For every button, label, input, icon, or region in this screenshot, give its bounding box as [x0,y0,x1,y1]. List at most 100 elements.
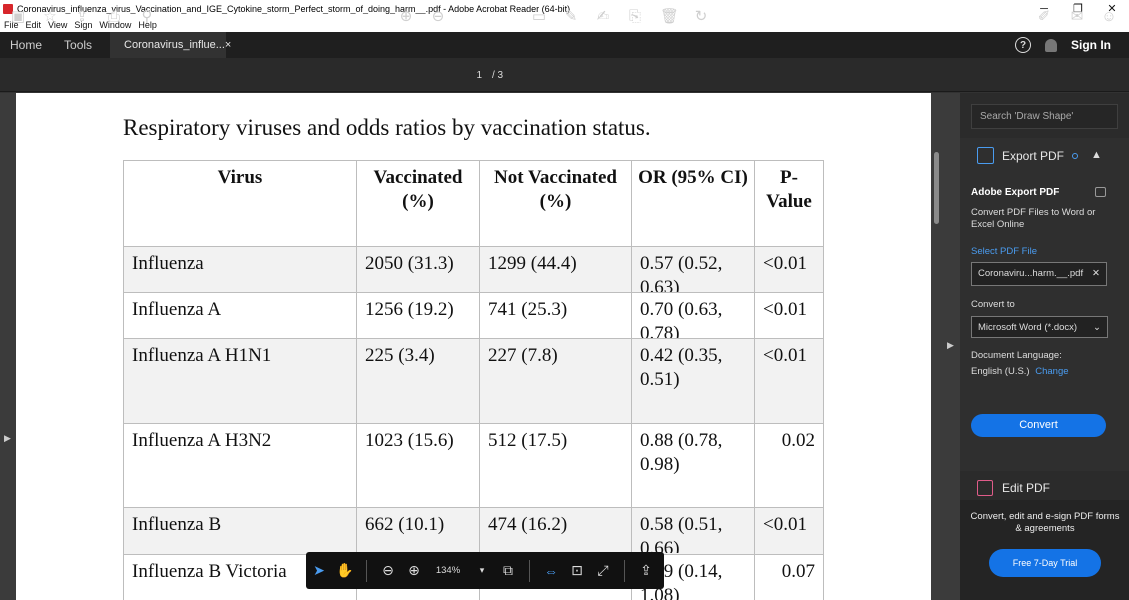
tools-search-input[interactable]: Search 'Draw Shape' [971,104,1118,129]
cell-vaccinated: 662 (10.1) [356,507,480,555]
email-icon[interactable]: ✉ [1070,8,1084,25]
table-row: Influenza A H3N2 1023 (15.6) 512 (17.5) … [123,423,824,508]
expand-left-panel-icon[interactable]: ▶ [4,433,11,443]
page-number-input[interactable]: 1 [476,69,482,81]
tab-document[interactable]: Coronavirus_influe... × [110,32,231,58]
stamp-icon[interactable]: ⎘ [628,8,641,25]
rotate-icon[interactable]: ↻ [694,8,708,25]
delete-icon[interactable]: 🗑 [660,8,680,25]
chevron-up-icon[interactable]: ▲ [1091,149,1102,161]
menu-help[interactable]: Help [138,19,157,30]
page-display-icon[interactable]: ⧉ [503,562,513,578]
cell-or: 0.57 (0.52, 0.63) [631,246,755,293]
convert-format-value: Microsoft Word (*.docx) [978,322,1078,333]
convert-format-select[interactable]: Microsoft Word (*.docx) ⌄ [971,316,1108,338]
minimize-button[interactable]: ─ [1040,2,1048,15]
info-dot-icon [1072,152,1079,159]
cell-p-value: <0.01 [754,246,824,293]
fit-width-icon[interactable]: ⇔ [544,562,558,579]
select-pdf-file-link[interactable]: Select PDF File [971,246,1037,257]
change-language-link[interactable]: Change [1035,366,1069,377]
export-pdf-header[interactable]: Export PDF [977,147,1079,164]
promo-text: Convert, edit and e-sign PDF forms & agr… [970,511,1120,534]
cell-or: 0.58 (0.51, 0.66) [631,507,755,555]
edit-pdf-label: Edit PDF [1002,481,1051,495]
menu-sign[interactable]: Sign [74,19,93,30]
cell-p-value: <0.01 [754,507,824,555]
chevron-down-icon: ⌄ [1093,322,1101,333]
fill-sign-icon[interactable]: ✍ [596,8,610,25]
cell-p-value: 0.07 [754,554,824,600]
select-pointer-icon[interactable]: ➤ [313,562,325,578]
menu-window[interactable]: Window [99,19,132,30]
search-icon[interactable]: ⚲ [141,8,153,25]
table-row: Influenza A H1N1 225 (3.4) 227 (7.8) 0.4… [123,338,824,424]
zoom-in-icon[interactable]: ⊕ [408,562,420,578]
divider [624,559,625,582]
tab-tools[interactable]: Tools [64,38,93,52]
selected-file-field[interactable]: Coronaviru...harm.__.pdf ✕ [971,262,1107,286]
zoom-level[interactable]: 134% [435,565,461,576]
full-screen-icon[interactable]: ⤢ [597,562,609,578]
document-language-value: English (U.S.) [971,366,1030,377]
cell-not-vaccinated: 741 (25.3) [479,292,632,339]
export-description: Convert PDF Files to Word or Excel Onlin… [971,207,1096,230]
cell-not-vaccinated: 512 (17.5) [479,423,632,508]
cell-virus: Influenza B [123,507,357,555]
menu-file[interactable]: File [4,19,19,30]
document-language-row: English (U.S.) Change [971,366,1069,377]
cell-virus: Influenza A H1N1 [123,338,357,424]
sign-in-link[interactable]: Sign In [1071,38,1111,52]
selected-file-name: Coronaviru...harm.__.pdf [978,268,1084,279]
cell-p-value: <0.01 [754,338,824,424]
header-virus: Virus [123,160,357,247]
right-tools-panel: Search 'Draw Shape' Export PDF ▲ Adobe E… [960,93,1129,600]
header-p-value: P-Value [754,160,824,247]
close-tab-icon[interactable]: × [224,39,232,51]
help-icon[interactable]: ? [1015,37,1031,53]
floating-toolbar: ➤ ✋ ⊖ ⊕ 134% ▾ ⧉ ⇔ ⊡ ⤢ ⇪ [306,552,664,589]
previous-page-icon[interactable]: ⊕ [399,8,413,25]
save-icon[interactable]: ▣ [10,8,26,25]
bookmark-star-icon[interactable]: ☆ [43,8,57,25]
document-language-label: Document Language: [971,350,1062,361]
cell-not-vaccinated: 474 (16.2) [479,507,632,555]
restore-button[interactable]: ❐ [1073,3,1083,15]
close-window-button[interactable]: ✕ [1107,3,1117,15]
export-pdf-label: Export PDF [1002,148,1065,163]
tab-home[interactable]: Home [10,38,43,52]
convert-button[interactable]: Convert [971,414,1106,437]
cell-or-text: 0.58 (0.51, 0.66) [640,514,723,553]
divider [529,559,530,582]
read-mode-icon[interactable]: ⇪ [640,562,652,578]
zoom-dropdown-icon[interactable]: ▾ [479,565,485,575]
notification-bell-icon[interactable] [1045,38,1057,52]
free-trial-button[interactable]: Free 7-Day Trial [989,549,1101,577]
table-header-row: Virus Vaccinated (%) Not Vaccinated (%) … [123,160,824,247]
collapse-right-panel-icon[interactable]: ▶ [947,340,954,350]
cell-or: 0.70 (0.63, 0.78) [631,292,755,339]
fit-page-icon[interactable]: ⊡ [571,562,583,578]
share-user-icon[interactable]: ☺ [1101,8,1117,25]
menu-view[interactable]: View [48,19,68,30]
page-total: / 3 [492,69,504,81]
acrobat-icon [3,3,13,14]
draw-icon[interactable]: ✐ [1037,8,1051,25]
export-options-icon[interactable] [1095,187,1106,197]
cell-virus: Influenza A [123,292,357,339]
zoom-out-icon[interactable]: ⊖ [382,562,394,578]
data-table: Virus Vaccinated (%) Not Vaccinated (%) … [123,160,824,600]
edit-pdf-tool[interactable]: Edit PDF [977,480,1050,496]
next-page-icon[interactable]: ⊖ [431,8,445,25]
comment-icon[interactable]: ▭ [531,8,547,25]
clear-file-icon[interactable]: ✕ [1092,268,1100,279]
print-icon[interactable]: ⎙ [107,8,120,25]
adobe-export-heading: Adobe Export PDF [971,187,1060,198]
highlight-pen-icon[interactable]: ✎ [564,8,578,25]
page-navigator: 1 / 3 [462,66,512,84]
cell-or-text: 0.57 (0.52, 0.63) [640,253,723,292]
menu-edit[interactable]: Edit [25,19,42,30]
vertical-scrollbar[interactable] [934,152,939,224]
hand-tool-icon[interactable]: ✋ [336,562,354,578]
upload-cloud-icon[interactable]: ⇪ [75,8,89,25]
